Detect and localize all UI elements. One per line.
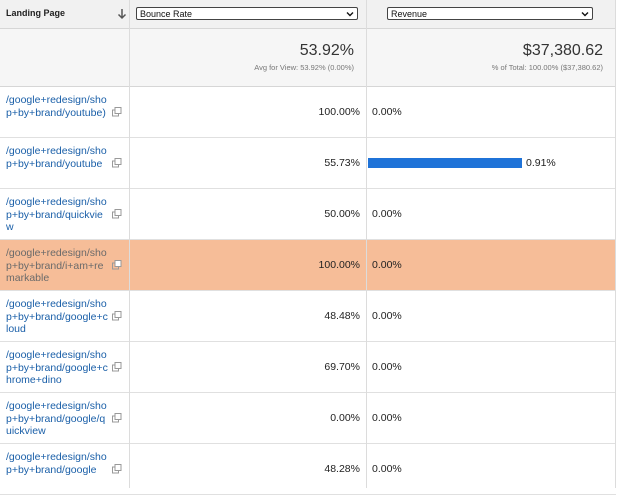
- table-row: /google+redesign/shop+by+brand/google+ch…: [0, 342, 616, 393]
- chevron-down-icon: [581, 12, 589, 17]
- revenue-bar: [368, 158, 522, 168]
- bounce-rate-cell: 100.00%: [318, 259, 360, 271]
- table-row: /google+redesign/shop+by+brand/i+am+rema…: [0, 240, 616, 291]
- table-row: /google+redesign/shop+by+brand/google/qu…: [0, 393, 616, 444]
- external-link-icon[interactable]: [112, 158, 122, 168]
- revenue-pct-cell: 0.00%: [372, 208, 402, 220]
- revenue-pct-cell: 0.00%: [372, 463, 402, 475]
- metric-select[interactable]: Bounce Rate: [136, 7, 358, 20]
- landing-page-link[interactable]: /google+redesign/shop+by+brand/google+cl…: [6, 298, 108, 335]
- bounce-rate-total: 53.92%: [299, 42, 354, 59]
- revenue-pct-cell: 0.00%: [372, 361, 402, 373]
- revenue-select-value: Revenue: [391, 9, 428, 19]
- bounce-rate-cell: 100.00%: [318, 106, 360, 118]
- revenue-pct-cell: 0.00%: [372, 106, 402, 118]
- bounce-rate-cell: 0.00%: [330, 412, 360, 424]
- table-row: /google+redesign/shop+by+brand/youtube 55…: [0, 138, 616, 189]
- revenue-pct-cell: 0.91%: [526, 157, 556, 169]
- landing-page-link[interactable]: /google+redesign/shop+by+brand/google/qu…: [6, 400, 107, 437]
- column-divider: [366, 0, 367, 488]
- arrow-down-icon[interactable]: [116, 7, 128, 21]
- bounce-rate-cell: 48.28%: [324, 463, 360, 475]
- revenue-total: $37,380.62: [522, 42, 603, 59]
- external-link-icon[interactable]: [112, 209, 122, 219]
- landing-page-link[interactable]: /google+redesign/shop+by+brand/youtube: [6, 145, 107, 170]
- landing-page-link[interactable]: /google+redesign/shop+by+brand/quickview: [6, 196, 107, 233]
- revenue-pct-total: % of Total: 100.00% ($37,380.62): [491, 63, 603, 72]
- landing-page-link[interactable]: /google+redesign/shop+by+brand/youtube): [6, 94, 107, 119]
- table-header: Landing Page Bounce Rate Revenue: [0, 0, 616, 29]
- revenue-pct-cell: 0.00%: [372, 412, 402, 424]
- bounce-rate-avg: Avg for View: 53.92% (0.00%): [254, 63, 354, 72]
- bounce-rate-cell: 50.00%: [324, 208, 360, 220]
- external-link-icon[interactable]: [112, 311, 122, 321]
- bounce-rate-cell: 69.70%: [324, 361, 360, 373]
- metric-select-value: Bounce Rate: [140, 9, 193, 19]
- table-row: /google+redesign/shop+by+brand/google+cl…: [0, 291, 616, 342]
- bounce-rate-cell: 48.48%: [324, 310, 360, 322]
- revenue-pct-cell: 0.00%: [372, 310, 402, 322]
- external-link-icon[interactable]: [112, 464, 122, 474]
- landing-page-column-header[interactable]: Landing Page: [6, 8, 66, 18]
- external-link-icon[interactable]: [112, 260, 122, 270]
- external-link-icon[interactable]: [112, 107, 122, 117]
- landing-page-link[interactable]: /google+redesign/shop+by+brand/i+am+rema…: [6, 247, 107, 284]
- landing-page-link[interactable]: /google+redesign/shop+by+brand/google+ch…: [6, 349, 108, 386]
- column-divider: [615, 0, 616, 488]
- revenue-select[interactable]: Revenue: [387, 7, 593, 20]
- summary-row: 53.92% Avg for View: 53.92% (0.00%) $37,…: [0, 29, 616, 87]
- revenue-pct-cell: 0.00%: [372, 259, 402, 271]
- table-row: /google+redesign/shop+by+brand/google 48.…: [0, 444, 616, 495]
- table-row: /google+redesign/shop+by+brand/quickview…: [0, 189, 616, 240]
- chevron-down-icon: [346, 12, 354, 17]
- column-divider: [129, 0, 130, 488]
- external-link-icon[interactable]: [112, 413, 122, 423]
- bounce-rate-cell: 55.73%: [324, 157, 360, 169]
- landing-page-link[interactable]: /google+redesign/shop+by+brand/google: [6, 451, 107, 476]
- external-link-icon[interactable]: [112, 362, 122, 372]
- table-row: /google+redesign/shop+by+brand/youtube) 1…: [0, 87, 616, 138]
